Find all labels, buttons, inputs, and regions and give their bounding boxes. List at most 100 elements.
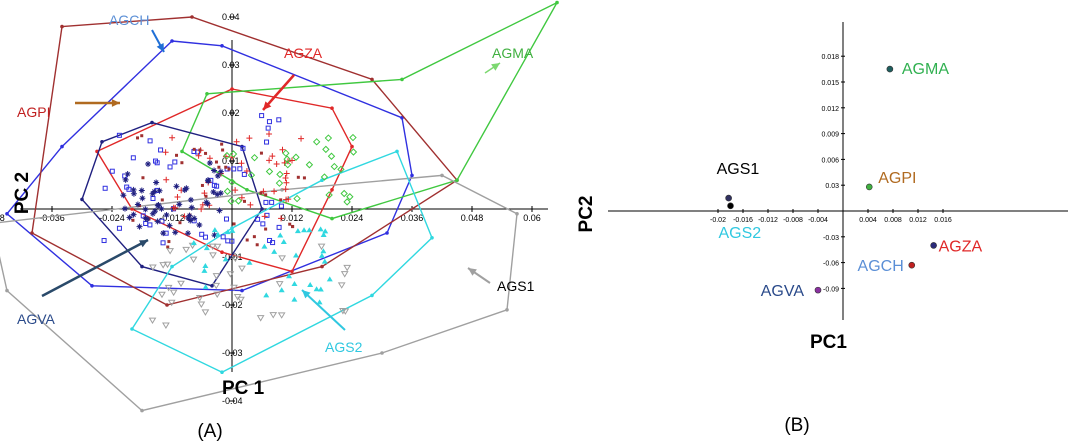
y-tick-label: 0.03 [222, 60, 240, 70]
marker-ags1 [212, 273, 221, 280]
x-tick-label-b: -0.008 [783, 217, 803, 224]
marker-ags1 [231, 255, 240, 263]
marker-agch [237, 166, 243, 172]
marker-agva [166, 222, 173, 229]
hull-vertex [90, 284, 94, 288]
hull-vertex [380, 351, 384, 355]
marker-ags2 [203, 245, 210, 251]
hull-vertex [240, 288, 244, 293]
hull-vertex [140, 264, 144, 269]
marker-ags1 [201, 309, 210, 316]
x-tick-label-b: -0.016 [733, 217, 753, 224]
marker-ags1 [148, 264, 157, 272]
marker-agma [234, 197, 243, 205]
marker-agpi [288, 222, 292, 226]
marker-agva [216, 207, 223, 214]
marker-agma [265, 167, 274, 176]
marker-agva [211, 232, 218, 239]
hull-vertex [80, 197, 84, 202]
marker-agva [187, 196, 194, 203]
marker-agva [124, 171, 131, 178]
hull-vertex [180, 149, 184, 154]
marker-agza [266, 157, 273, 164]
marker-agma [250, 153, 259, 162]
y-tick-label-b: 0.012 [821, 106, 839, 113]
x-tick-label-b: -0.02 [710, 217, 726, 224]
marker-agva [130, 211, 137, 218]
marker-agma [229, 150, 238, 158]
marker-agva [173, 183, 180, 190]
marker-agza [162, 149, 169, 156]
marker-agma [320, 173, 329, 181]
marker-ags1 [159, 262, 168, 269]
hull-vertex [220, 370, 224, 375]
y-tick-label: 0.04 [222, 12, 240, 22]
marker-agva [156, 187, 163, 194]
marker-ags2 [201, 267, 208, 273]
label-agch: AGCH [109, 12, 149, 28]
marker-ags2 [317, 226, 324, 232]
hull-vertex [210, 284, 214, 288]
marker-ags2 [280, 239, 287, 245]
marker-agva [186, 212, 193, 219]
marker-agpi [296, 175, 300, 179]
marker-agch [102, 185, 108, 191]
marker-agza [232, 187, 239, 194]
hull-vertex [455, 178, 459, 182]
marker-agma [247, 171, 256, 179]
marker-ags2 [222, 256, 229, 262]
marker-ags1 [317, 243, 326, 251]
marker-agch [167, 164, 173, 170]
marker-agza [298, 135, 305, 142]
marker-agva [210, 189, 217, 196]
marker-ags2 [277, 232, 284, 238]
marker-ags1 [164, 284, 173, 292]
y-axis-label: PC 2 [12, 172, 33, 214]
x-tick-label-b: 0.004 [859, 217, 877, 224]
marker-agma [276, 170, 284, 179]
y-tick-label: -0.01 [222, 252, 243, 262]
marker-ags1 [189, 256, 198, 264]
marker-ags1 [169, 289, 178, 297]
marker-agch [220, 234, 226, 240]
marker-agva [214, 172, 221, 179]
marker-agch [147, 138, 153, 144]
marker-ags1 [277, 312, 286, 319]
arrow-agpi-head [111, 99, 120, 107]
marker-agma [325, 191, 333, 199]
marker-ags2 [317, 286, 324, 292]
marker-agpi [302, 176, 306, 180]
marker-agva [134, 201, 141, 208]
marker-ags2 [211, 227, 218, 233]
hull-vertex [5, 212, 9, 216]
marker-agma [223, 151, 231, 160]
x-tick-label: -0.048 [0, 213, 5, 223]
marker-ags2 [261, 243, 268, 249]
x-tick-label: 0.024 [341, 213, 364, 223]
marker-agpi [291, 225, 295, 229]
marker-agch [255, 216, 261, 222]
x-tick-label: 0.012 [281, 213, 304, 223]
marker-ags2 [301, 227, 308, 233]
marker-ags1 [213, 243, 222, 251]
y-tick-label-b: 0.009 [821, 132, 839, 139]
hull-vertex [370, 293, 374, 298]
hull-vertex [60, 144, 64, 149]
y-tick-label-b: 0.015 [821, 80, 839, 87]
marker-agma [324, 134, 333, 142]
label-agza: AGZA [284, 45, 323, 61]
marker-agch [259, 113, 265, 119]
marker-agch [269, 199, 275, 205]
label-ags2-b: AGS2 [719, 225, 762, 242]
hull-vertex [260, 207, 264, 211]
marker-agza [247, 201, 254, 208]
hull-vertex [130, 207, 134, 211]
marker-agch [130, 155, 136, 161]
hull-vertex [290, 269, 294, 274]
marker-agch [147, 222, 153, 228]
label-agma: AGMA [492, 45, 534, 61]
marker-agch [225, 238, 231, 244]
marker-agza [233, 138, 240, 145]
marker-agch [266, 119, 272, 125]
marker-agpi [220, 142, 224, 146]
